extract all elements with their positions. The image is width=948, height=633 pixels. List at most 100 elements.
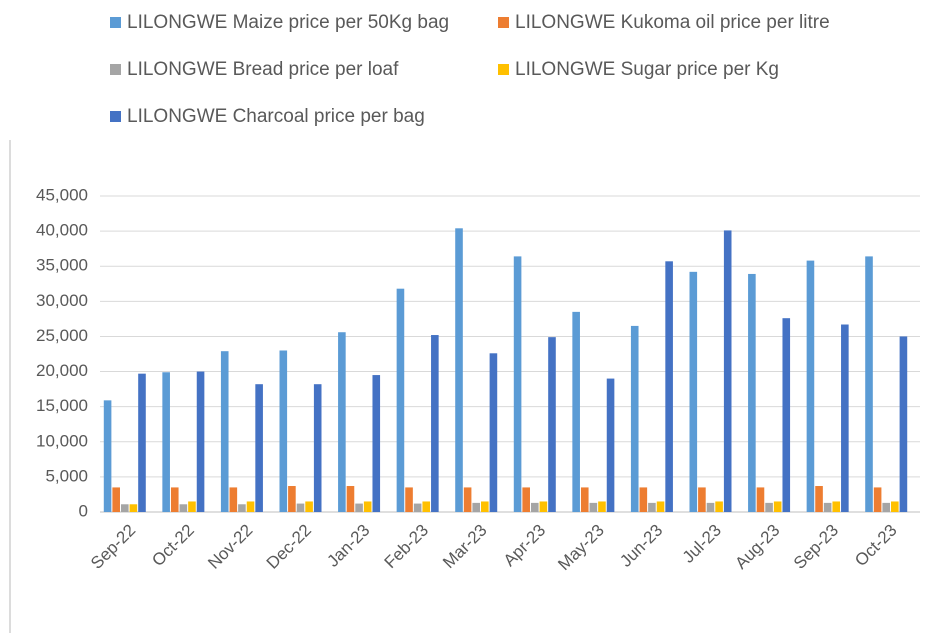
x-tick-label: Oct-23 bbox=[851, 521, 901, 571]
legend-swatch bbox=[498, 17, 509, 28]
bar bbox=[832, 501, 841, 512]
bar bbox=[706, 502, 715, 512]
legend-swatch bbox=[498, 64, 509, 75]
bar bbox=[196, 371, 205, 512]
bar bbox=[472, 502, 481, 512]
bar bbox=[229, 487, 238, 512]
bar bbox=[723, 230, 732, 513]
bar bbox=[873, 487, 882, 512]
y-tick-label: 15,000 bbox=[36, 396, 88, 415]
bar bbox=[513, 256, 522, 512]
y-tick-label: 35,000 bbox=[36, 256, 88, 275]
bar bbox=[899, 336, 908, 512]
x-tick-label: Jan-23 bbox=[323, 521, 373, 571]
x-tick-label: Feb-23 bbox=[381, 521, 433, 573]
bar bbox=[489, 353, 498, 512]
y-tick-label: 45,000 bbox=[36, 185, 88, 204]
x-tick-label: Mar-23 bbox=[439, 521, 491, 573]
bar bbox=[162, 372, 170, 512]
bar bbox=[765, 502, 773, 512]
legend-label: LILONGWE Sugar price per Kg bbox=[515, 59, 779, 80]
bar bbox=[220, 351, 229, 512]
bar bbox=[255, 384, 263, 512]
legend-swatch bbox=[110, 111, 121, 122]
y-tick-label: 25,000 bbox=[36, 326, 88, 345]
bar bbox=[548, 337, 556, 512]
bar bbox=[665, 261, 673, 512]
bar bbox=[188, 501, 196, 512]
bar bbox=[112, 487, 120, 512]
bar bbox=[296, 503, 305, 512]
bar bbox=[539, 501, 548, 512]
bar bbox=[580, 487, 589, 512]
x-tick-label: Oct-22 bbox=[148, 521, 198, 571]
bar bbox=[823, 502, 832, 512]
bar bbox=[103, 400, 112, 512]
bar bbox=[288, 486, 296, 512]
x-tick-label: Dec-22 bbox=[263, 521, 315, 573]
y-tick-label: 0 bbox=[79, 501, 88, 520]
bar bbox=[698, 487, 706, 512]
bar bbox=[431, 335, 439, 512]
legend-swatch bbox=[110, 64, 121, 75]
y-tick-label: 5,000 bbox=[45, 466, 88, 485]
bar bbox=[572, 311, 580, 512]
bar bbox=[138, 373, 146, 512]
bar bbox=[891, 501, 899, 512]
y-tick-label: 10,000 bbox=[36, 431, 88, 450]
x-tick-label: Sep-23 bbox=[790, 521, 842, 573]
bar bbox=[806, 260, 815, 512]
bar bbox=[455, 228, 463, 512]
bar bbox=[530, 502, 539, 512]
bar bbox=[413, 503, 422, 512]
y-tick-label: 40,000 bbox=[36, 221, 88, 240]
x-tick-label: Sep-22 bbox=[87, 521, 139, 573]
bar bbox=[773, 501, 782, 512]
bar bbox=[313, 384, 322, 512]
bar bbox=[129, 504, 138, 512]
bar bbox=[630, 325, 639, 512]
bar bbox=[338, 332, 346, 512]
x-tick-label: Apr-23 bbox=[500, 521, 550, 571]
bar bbox=[756, 487, 765, 512]
x-tick-label: Jul-23 bbox=[679, 521, 725, 567]
bar bbox=[589, 502, 598, 512]
bar bbox=[355, 503, 363, 512]
bar bbox=[648, 502, 656, 512]
bar bbox=[363, 501, 372, 512]
legend-swatch bbox=[110, 17, 121, 28]
bar bbox=[522, 487, 530, 512]
bar bbox=[841, 324, 849, 512]
bar bbox=[179, 504, 188, 512]
bar bbox=[279, 350, 288, 512]
legend-label: LILONGWE Maize price per 50Kg bag bbox=[127, 12, 449, 33]
bar bbox=[606, 378, 615, 512]
bar bbox=[246, 501, 255, 512]
bar bbox=[346, 486, 355, 512]
legend-label: LILONGWE Kukoma oil price per litre bbox=[515, 12, 830, 33]
bar bbox=[372, 375, 381, 512]
x-tick-label: Jun-23 bbox=[616, 521, 666, 571]
bar bbox=[120, 504, 129, 512]
bar bbox=[238, 504, 246, 512]
bar bbox=[598, 501, 606, 512]
bar bbox=[463, 487, 472, 512]
bar bbox=[865, 256, 873, 512]
bar bbox=[405, 487, 413, 512]
legend-label: LILONGWE Bread price per loaf bbox=[127, 59, 399, 80]
bar bbox=[782, 318, 791, 512]
bar bbox=[170, 487, 179, 512]
bar bbox=[639, 487, 648, 512]
x-tick-label: Aug-23 bbox=[731, 521, 783, 573]
bar bbox=[305, 501, 313, 512]
legend-label: LILONGWE Charcoal price per bag bbox=[127, 106, 425, 127]
y-tick-label: 20,000 bbox=[36, 361, 88, 380]
bar bbox=[882, 502, 891, 512]
bar bbox=[396, 288, 405, 512]
bar bbox=[815, 486, 823, 512]
x-tick-label: Nov-22 bbox=[204, 521, 256, 573]
bar bbox=[748, 273, 756, 512]
bar bbox=[656, 501, 665, 512]
bar bbox=[422, 501, 431, 512]
